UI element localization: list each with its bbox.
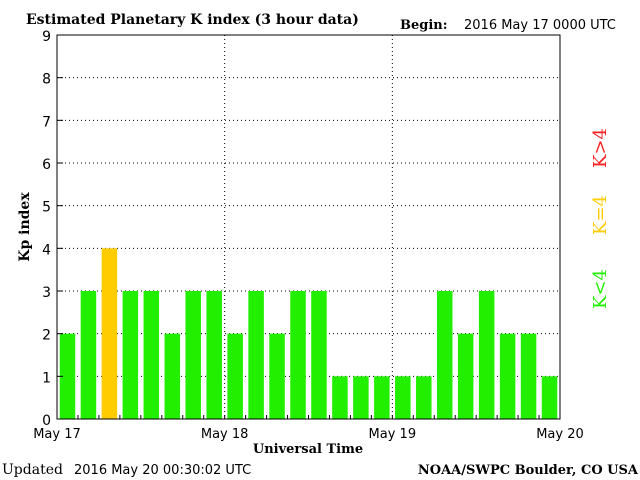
kp-bar — [143, 291, 160, 419]
begin-label: Begin: — [400, 18, 448, 33]
kp-bar — [416, 376, 432, 419]
kp-bar — [499, 333, 516, 419]
x-tick-label: May 19 — [369, 427, 417, 442]
y-tick-label: 5 — [42, 200, 51, 216]
kp-bar — [101, 248, 118, 419]
legend-k-equal-4: K=4 — [590, 195, 611, 235]
x-axis-ticks: May 17 May 18 May 19 May 20 — [33, 415, 584, 442]
bar-series — [59, 248, 558, 419]
kp-bar — [353, 376, 369, 419]
credit-text: NOAA/SWPC Boulder, CO USA — [418, 463, 639, 478]
y-axis-label: Kp index — [17, 192, 33, 262]
x-axis-label: Universal Time — [253, 442, 363, 457]
y-tick-label: 1 — [42, 370, 51, 386]
kp-bar — [248, 291, 264, 419]
kp-bar — [395, 376, 411, 419]
kp-bar — [269, 333, 285, 419]
x-tick-label: May 20 — [536, 427, 584, 442]
y-tick-label: 6 — [42, 157, 51, 173]
legend-k-below-4: K<4 — [590, 269, 611, 309]
y-tick-label: 2 — [42, 328, 51, 344]
x-tick-label: May 18 — [201, 427, 249, 442]
x-tick-label: May 17 — [33, 427, 81, 442]
kp-bar — [290, 291, 306, 419]
kp-bar — [520, 333, 537, 419]
kp-bar — [541, 376, 558, 419]
kp-bar — [436, 291, 453, 419]
kp-bar — [59, 333, 76, 419]
y-tick-label: 8 — [42, 72, 51, 88]
kp-bar — [164, 333, 181, 419]
kp-bar — [122, 291, 139, 419]
kp-bar — [206, 291, 222, 419]
legend-k-above-4: K>4 — [590, 128, 611, 168]
kp-bar — [478, 291, 495, 419]
updated-label: Updated — [2, 462, 63, 478]
y-tick-label: 3 — [42, 285, 51, 301]
updated-value: 2016 May 20 00:30:02 UTC — [74, 463, 251, 478]
y-axis-ticks: 0 1 2 3 4 5 6 7 8 9 — [42, 29, 63, 429]
chart-title: Estimated Planetary K index (3 hour data… — [26, 12, 359, 28]
kp-bar — [227, 333, 243, 419]
y-tick-label: 0 — [42, 413, 51, 429]
kp-bar — [185, 291, 201, 419]
grid-lines — [57, 35, 560, 419]
y-tick-label: 4 — [42, 242, 51, 258]
kp-bar — [374, 376, 390, 419]
kp-bar — [457, 333, 474, 419]
y-tick-label: 9 — [42, 29, 51, 45]
kp-bar — [332, 376, 348, 419]
kp-bar — [311, 291, 327, 419]
kp-bar — [80, 291, 97, 419]
begin-value: 2016 May 17 0000 UTC — [464, 18, 616, 33]
y-tick-label: 7 — [42, 114, 51, 130]
